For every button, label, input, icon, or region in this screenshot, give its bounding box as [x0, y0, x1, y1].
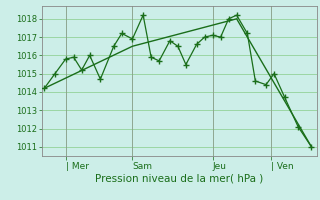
X-axis label: Pression niveau de la mer( hPa ): Pression niveau de la mer( hPa ): [95, 173, 263, 183]
